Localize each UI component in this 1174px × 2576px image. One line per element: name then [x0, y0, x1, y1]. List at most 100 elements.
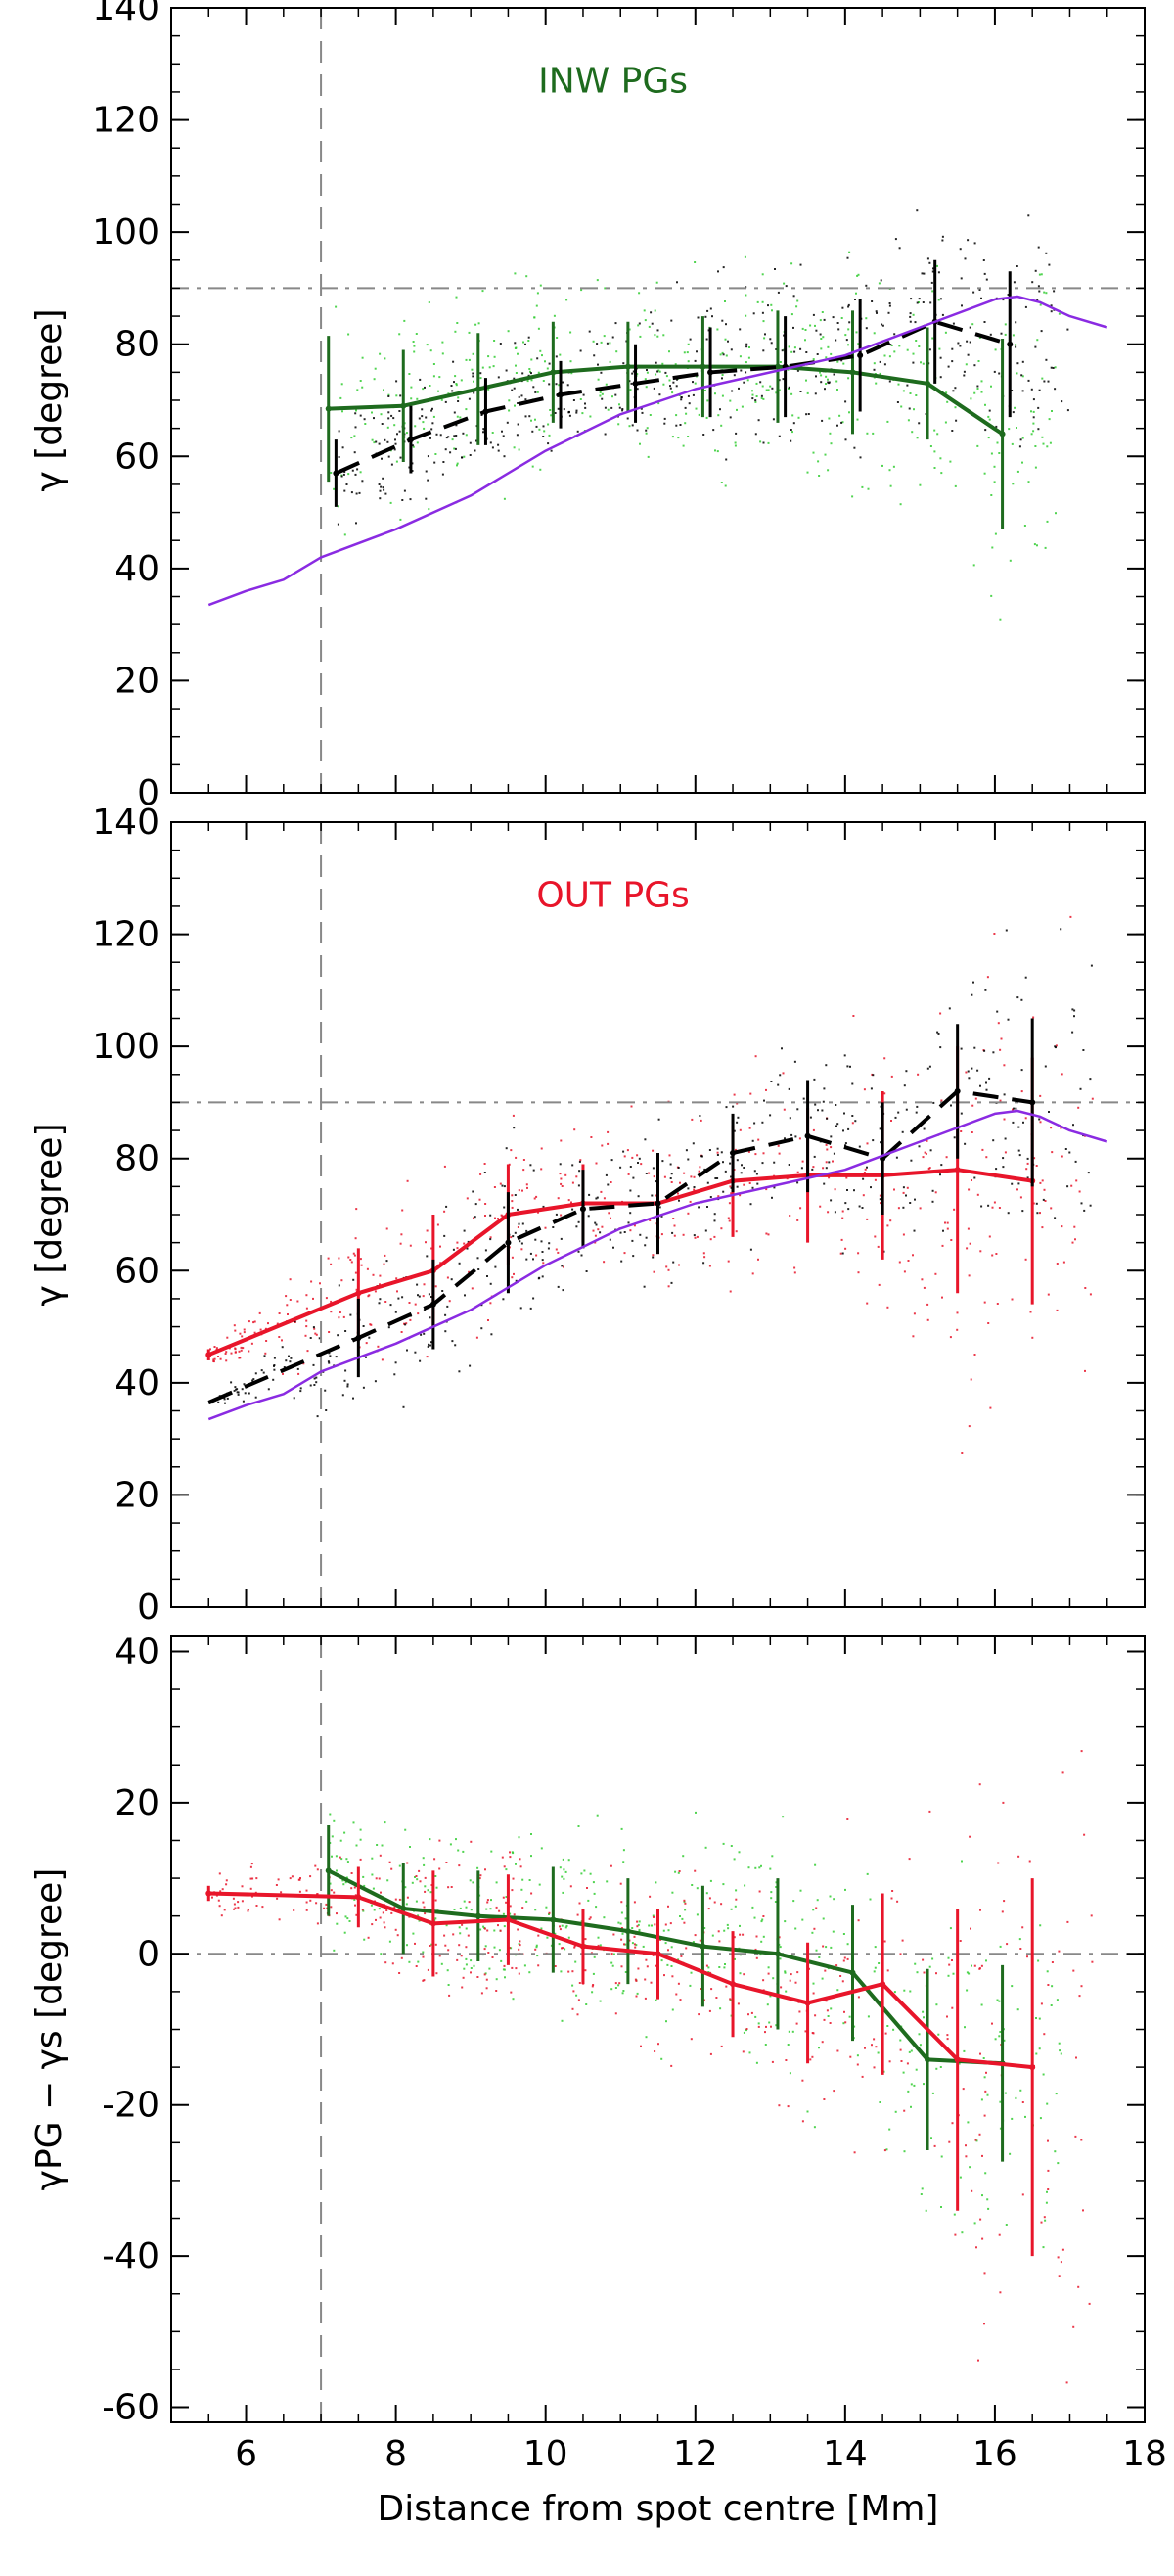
scatter-point — [836, 389, 838, 391]
scatter-point — [870, 1186, 872, 1189]
scatter-point — [618, 1982, 621, 1985]
scatter-point — [491, 432, 494, 434]
scatter-point — [1007, 1018, 1010, 1021]
scatter-point — [354, 1271, 357, 1274]
scatter-point — [718, 1966, 721, 1968]
scatter-point — [670, 1173, 673, 1175]
scatter-point — [406, 1944, 408, 1947]
scatter-point — [872, 432, 875, 435]
scatter-point — [971, 993, 973, 996]
scatter-point — [394, 1311, 397, 1313]
scatter-point — [248, 1320, 250, 1323]
scatter-point — [540, 1240, 543, 1243]
scatter-point — [479, 1173, 482, 1175]
scatter-point — [913, 1229, 916, 1232]
scatter-point — [355, 1913, 358, 1916]
scatter-point — [964, 2026, 966, 2029]
scatter-point — [414, 1942, 416, 1945]
scatter-point — [671, 2008, 674, 2011]
scatter-point — [637, 1195, 640, 1198]
scatter-point — [762, 1979, 765, 1982]
scatter-point — [872, 1139, 875, 1142]
scatter-point — [580, 1254, 583, 1257]
scatter-point — [363, 418, 366, 421]
scatter-point — [883, 1092, 886, 1095]
scatter-point — [666, 1963, 669, 1966]
scatter-point — [765, 1188, 768, 1191]
scatter-point — [861, 1207, 864, 1209]
scatter-point — [538, 428, 541, 431]
scatter-point — [969, 2166, 971, 2169]
scatter-point — [632, 1255, 635, 1258]
scatter-point — [328, 1352, 331, 1355]
scatter-point — [354, 1237, 357, 1240]
scatter-point — [661, 1160, 664, 1163]
scatter-point — [422, 1979, 425, 1982]
scatter-point — [400, 1233, 403, 1236]
scatter-point — [637, 1162, 639, 1164]
scatter-point — [509, 1851, 511, 1854]
scatter-point — [462, 1850, 465, 1853]
scatter-point — [978, 1967, 981, 1970]
scatter-point — [486, 1275, 488, 1277]
scatter-point — [809, 1116, 812, 1119]
scatter-point — [390, 1867, 393, 1870]
scatter-point — [395, 380, 398, 383]
scatter-point — [535, 1195, 538, 1198]
scatter-point — [1032, 422, 1035, 425]
scatter-point — [468, 1270, 471, 1273]
scatter-point — [249, 1877, 252, 1880]
data-point — [954, 2056, 961, 2063]
scatter-point — [981, 2237, 984, 2240]
scatter-point — [498, 1949, 501, 1952]
scatter-point — [443, 1234, 446, 1237]
scatter-point — [578, 1902, 581, 1905]
scatter-point — [330, 1311, 333, 1313]
scatter-point — [577, 1825, 580, 1827]
scatter-point — [548, 1913, 550, 1915]
scatter-point — [725, 354, 728, 357]
scatter-point — [973, 242, 976, 245]
scatter-point — [946, 400, 949, 403]
scatter-point — [453, 381, 455, 384]
scatter-point — [249, 1887, 252, 1890]
scatter-point — [951, 2006, 954, 2009]
scatter-point — [457, 1849, 460, 1852]
scatter-point — [940, 472, 943, 475]
scatter-point — [468, 331, 471, 334]
scatter-point — [278, 1918, 281, 1921]
scatter-point — [851, 495, 854, 498]
scatter-point — [421, 408, 424, 411]
scatter-point — [1039, 1212, 1041, 1215]
scatter-point — [637, 1923, 640, 1926]
scatter-point — [939, 2066, 942, 2068]
scatter-point — [296, 1300, 299, 1303]
scatter-point — [972, 291, 975, 294]
scatter-point — [729, 416, 732, 419]
scatter-point — [684, 422, 687, 425]
scatter-point — [1037, 246, 1040, 249]
scatter-point — [455, 424, 458, 427]
scatter-point — [645, 1236, 648, 1239]
scatter-point — [424, 1912, 427, 1915]
scatter-point — [584, 1938, 587, 1941]
scatter-point — [953, 2213, 956, 2216]
scatter-point — [700, 1988, 702, 1990]
data-point — [505, 1916, 512, 1923]
scatter-point — [818, 475, 821, 477]
scatter-point — [253, 1320, 256, 1323]
scatter-point — [380, 413, 383, 416]
data-point — [355, 1290, 362, 1297]
scatter-point — [976, 444, 979, 447]
series-2 — [207, 1109, 1108, 1421]
scatter-point — [527, 374, 530, 377]
scatter-point — [1004, 333, 1007, 336]
scatter-point — [983, 272, 986, 275]
scatter-point — [388, 1861, 391, 1863]
scatter-point — [925, 2209, 927, 2212]
scatter-point — [389, 1304, 392, 1307]
x-tick-label: 12 — [673, 2434, 718, 2474]
scatter-point — [1015, 2096, 1017, 2099]
scatter-point — [706, 1181, 709, 1184]
scatter-point — [514, 1231, 517, 1234]
